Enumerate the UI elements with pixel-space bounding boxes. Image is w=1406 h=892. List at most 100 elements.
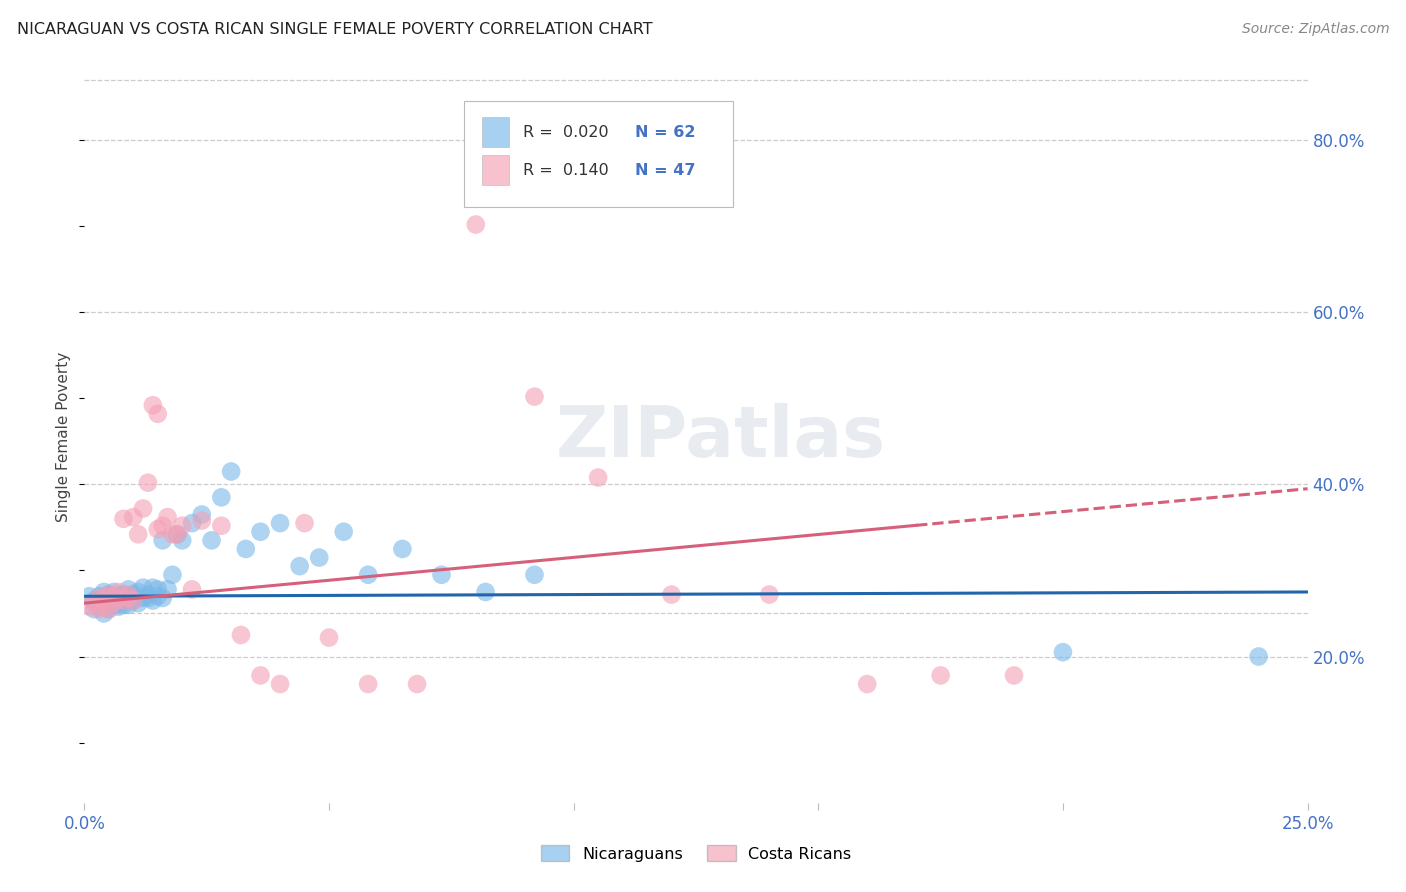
Point	[117, 582, 139, 597]
Point	[391, 541, 413, 556]
Point	[200, 533, 222, 548]
Point	[136, 588, 159, 602]
Point	[166, 527, 188, 541]
Point	[142, 593, 165, 607]
Point	[112, 591, 135, 605]
Point	[117, 591, 139, 605]
Point	[112, 588, 135, 602]
Text: Source: ZipAtlas.com: Source: ZipAtlas.com	[1241, 22, 1389, 37]
Point	[117, 589, 139, 603]
Point	[142, 398, 165, 412]
Point	[474, 585, 496, 599]
Point	[103, 585, 125, 599]
Point	[112, 593, 135, 607]
Point	[162, 527, 184, 541]
Point	[146, 407, 169, 421]
Point	[136, 591, 159, 605]
Point	[97, 602, 120, 616]
Point	[97, 588, 120, 602]
Point	[87, 593, 110, 607]
Point	[318, 631, 340, 645]
Point	[122, 593, 145, 607]
Point	[117, 598, 139, 612]
Point	[269, 677, 291, 691]
Point	[406, 677, 429, 691]
Point	[146, 582, 169, 597]
Point	[181, 516, 204, 530]
Point	[136, 475, 159, 490]
Point	[661, 588, 683, 602]
Text: N = 47: N = 47	[636, 162, 696, 178]
Point	[308, 550, 330, 565]
Point	[127, 596, 149, 610]
Point	[156, 510, 179, 524]
Point	[146, 589, 169, 603]
Y-axis label: Single Female Poverty: Single Female Poverty	[56, 352, 72, 522]
Point	[132, 591, 155, 605]
Point	[181, 582, 204, 597]
Text: NICARAGUAN VS COSTA RICAN SINGLE FEMALE POVERTY CORRELATION CHART: NICARAGUAN VS COSTA RICAN SINGLE FEMALE …	[17, 22, 652, 37]
Point	[77, 589, 100, 603]
Text: R =  0.020: R = 0.020	[523, 125, 609, 139]
Point	[93, 607, 115, 621]
Point	[87, 602, 110, 616]
Point	[332, 524, 354, 539]
Point	[93, 585, 115, 599]
Point	[107, 591, 129, 605]
Point	[83, 602, 105, 616]
Point	[288, 559, 311, 574]
Point	[83, 593, 105, 607]
Point	[97, 602, 120, 616]
Point	[122, 591, 145, 605]
Point	[357, 567, 380, 582]
Point	[172, 518, 194, 533]
Point	[464, 218, 486, 232]
Point	[103, 589, 125, 603]
FancyBboxPatch shape	[464, 101, 733, 207]
Point	[758, 588, 780, 602]
Point	[97, 593, 120, 607]
Point	[117, 588, 139, 602]
Text: R =  0.140: R = 0.140	[523, 162, 609, 178]
Text: N = 62: N = 62	[636, 125, 696, 139]
Point	[112, 593, 135, 607]
Point	[1052, 645, 1074, 659]
Point	[249, 668, 271, 682]
Point	[209, 518, 232, 533]
Point	[122, 510, 145, 524]
Point	[523, 390, 546, 404]
Point	[166, 527, 188, 541]
Point	[87, 589, 110, 603]
Point	[162, 567, 184, 582]
Point	[132, 581, 155, 595]
Point	[122, 593, 145, 607]
Point	[1247, 649, 1270, 664]
Point	[107, 596, 129, 610]
Point	[103, 591, 125, 605]
Point	[1002, 668, 1025, 682]
Point	[152, 591, 174, 605]
Point	[209, 491, 232, 505]
Point	[107, 585, 129, 599]
Point	[107, 589, 129, 603]
Point	[93, 591, 115, 605]
Point	[523, 567, 546, 582]
Point	[191, 508, 214, 522]
Point	[219, 465, 242, 479]
Point	[103, 598, 125, 612]
Point	[929, 668, 952, 682]
Point	[83, 596, 105, 610]
Point	[269, 516, 291, 530]
Point	[93, 599, 115, 614]
Point	[235, 541, 257, 556]
Point	[156, 582, 179, 597]
Point	[249, 524, 271, 539]
Point	[132, 501, 155, 516]
Point	[77, 599, 100, 614]
Point	[127, 527, 149, 541]
Point	[142, 581, 165, 595]
Point	[172, 533, 194, 548]
Point	[430, 567, 453, 582]
Point	[191, 514, 214, 528]
Legend: Nicaraguans, Costa Ricans: Nicaraguans, Costa Ricans	[534, 838, 858, 868]
